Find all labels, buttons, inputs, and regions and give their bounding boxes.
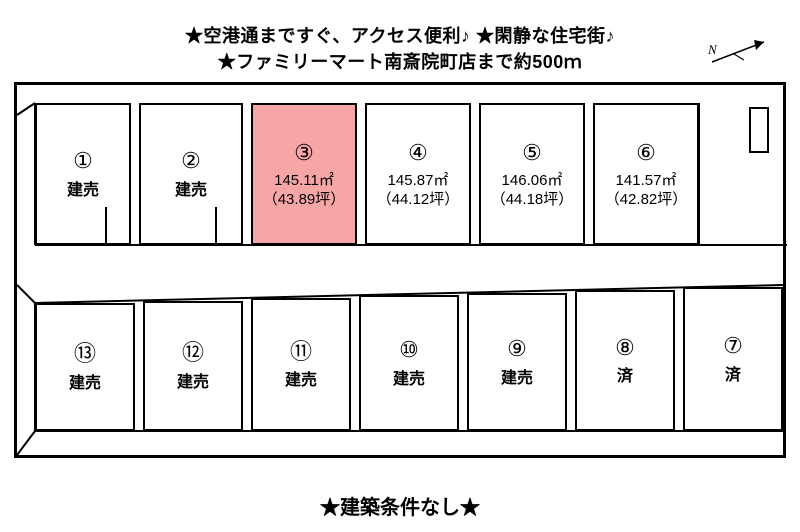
- lot-number-badge: ⑤: [522, 139, 542, 167]
- lot-number: ①: [73, 147, 93, 175]
- lot-6: ⑥ 141.57㎡ （42.82坪）: [593, 103, 699, 245]
- lot-tsubo: （43.89坪）: [263, 191, 346, 210]
- lot-5: ⑤ 146.06㎡ （44.18坪）: [479, 103, 585, 245]
- lot-area: 145.87㎡: [388, 172, 449, 191]
- lot-4: ④ 145.87㎡ （44.12坪）: [365, 103, 471, 245]
- lot-number: ④: [408, 139, 428, 167]
- lot-12: ⑫ 建売: [143, 301, 243, 431]
- compass-icon: N: [704, 28, 774, 74]
- lot-status: 建売: [393, 370, 425, 390]
- lot-number: ⑤: [522, 139, 542, 167]
- lot-8: ⑧ 済: [575, 290, 675, 431]
- lot-number: ②: [181, 147, 201, 175]
- driveway-notch-2: [215, 207, 243, 245]
- lot-status: 建売: [67, 181, 99, 201]
- lot-number-badge: ③: [294, 139, 314, 167]
- lot-7: ⑦ 済: [683, 287, 783, 431]
- lot-10: ⑩ 建売: [359, 295, 459, 431]
- lot-13: ⑬ 建売: [35, 303, 135, 431]
- lot-status: 済: [617, 367, 633, 387]
- lot-area: 141.57㎡: [616, 172, 677, 191]
- lot-number-badge: ⑧: [615, 334, 635, 362]
- lot-number-badge: ⑥: [636, 139, 656, 167]
- lot-number: ⑩: [399, 336, 419, 364]
- lot-number: ⑪: [290, 338, 312, 366]
- lot-area: 145.11㎡: [274, 172, 334, 191]
- lot-number: ③: [294, 139, 314, 167]
- lot-11: ⑪ 建売: [251, 298, 351, 431]
- lot-number-badge: ②: [181, 147, 201, 175]
- lot-status: 建売: [69, 374, 101, 394]
- compass-label: N: [708, 42, 717, 58]
- lot-number: ⑦: [723, 332, 743, 360]
- lot-number: ⑨: [507, 335, 527, 363]
- lot-status: 建売: [285, 371, 317, 391]
- lot-status: 建売: [501, 369, 533, 389]
- driveway-notch-1: [105, 207, 131, 245]
- lot-number: ⑫: [182, 339, 204, 367]
- right-notch: [749, 107, 769, 153]
- lot-number-badge: ⑨: [507, 335, 527, 363]
- lot-tsubo: （44.18坪）: [491, 191, 574, 210]
- lot-number-badge: ⑦: [723, 332, 743, 360]
- lot-9: ⑨ 建売: [467, 293, 567, 431]
- headline-2: ★ファミリーマート南斎院町店まで約500ｍ: [0, 48, 800, 74]
- plot-diagram: ★空港通まですぐ、アクセス便利♪ ★閑静な住宅街♪ ★ファミリーマート南斎院町店…: [0, 0, 800, 532]
- lot-number-badge: ⑪: [290, 338, 312, 366]
- lot-number-badge: ⑬: [74, 340, 96, 368]
- lot-tsubo: （44.12坪）: [377, 191, 460, 210]
- lot-tsubo: （42.82坪）: [605, 191, 688, 210]
- lot-number-badge: ⑫: [182, 339, 204, 367]
- lot-status: 済: [725, 366, 741, 386]
- lot-area: 146.06㎡: [502, 172, 563, 191]
- lot-number: ⑥: [636, 139, 656, 167]
- lot-status: 建売: [175, 181, 207, 201]
- lot-number: ⑬: [74, 340, 96, 368]
- lot-number: ⑧: [615, 334, 635, 362]
- lot-number-badge: ①: [73, 147, 93, 175]
- footer-note: ★建築条件なし★: [0, 491, 800, 520]
- lot-3: ③ 145.11㎡ （43.89坪）: [251, 103, 357, 245]
- lot-number-badge: ④: [408, 139, 428, 167]
- site-outline: ① 建売 ② 建売 ③ 145.11㎡ （43.89坪） ④ 145.87㎡ （…: [14, 82, 786, 458]
- lot-status: 建売: [177, 373, 209, 393]
- lot-number-badge: ⑩: [399, 336, 419, 364]
- headline-1: ★空港通まですぐ、アクセス便利♪ ★閑静な住宅街♪: [0, 22, 800, 48]
